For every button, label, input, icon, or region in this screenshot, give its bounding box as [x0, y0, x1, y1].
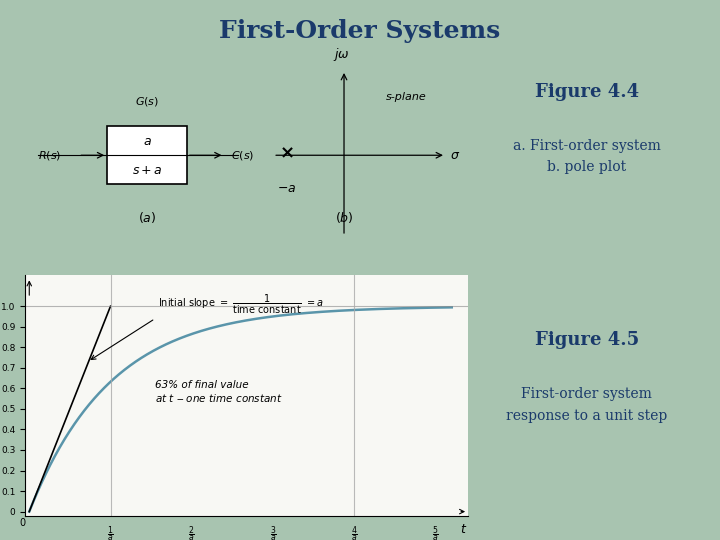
Text: Figure 4.4: Figure 4.4 — [535, 83, 639, 101]
FancyBboxPatch shape — [107, 126, 186, 184]
Text: $0$: $0$ — [19, 516, 27, 528]
Text: $(\mathit{a})$: $(\mathit{a})$ — [138, 211, 156, 226]
Text: $s + a$: $s + a$ — [132, 165, 162, 178]
Text: $R(s)$: $R(s)$ — [38, 148, 61, 162]
Text: $j\omega$: $j\omega$ — [333, 46, 350, 63]
Text: a. First-order system
b. pole plot: a. First-order system b. pole plot — [513, 139, 661, 174]
Text: $\sigma$: $\sigma$ — [450, 148, 461, 162]
Text: Initial slope $=\ \dfrac{1}{\mathrm{time\ constant}}\ = a$: Initial slope $=\ \dfrac{1}{\mathrm{time… — [158, 293, 323, 316]
Text: 63% of final value
at $t$ ‒ one time constant: 63% of final value at $t$ ‒ one time con… — [156, 381, 283, 404]
Text: s-plane: s-plane — [386, 92, 426, 102]
Text: $t$: $t$ — [460, 523, 467, 536]
Text: $a$: $a$ — [143, 136, 151, 148]
Text: $\mathbf{\times}$: $\mathbf{\times}$ — [279, 144, 294, 162]
Text: First-Order Systems: First-Order Systems — [220, 19, 500, 43]
Text: Figure 4.5: Figure 4.5 — [535, 331, 639, 349]
Text: $-a$: $-a$ — [276, 182, 296, 195]
Text: $(\mathit{b})$: $(\mathit{b})$ — [335, 211, 354, 226]
Text: $T_r$: $T_r$ — [111, 538, 123, 540]
Text: $C(s)$: $C(s)$ — [231, 148, 254, 162]
Text: First-order system
response to a unit step: First-order system response to a unit st… — [506, 387, 667, 423]
Text: $G(s)$: $G(s)$ — [135, 95, 159, 108]
